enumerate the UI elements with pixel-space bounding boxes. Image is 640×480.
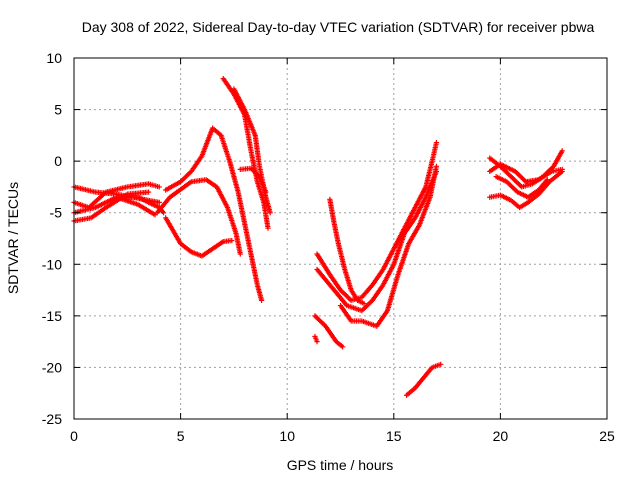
series-track-5 xyxy=(114,194,158,218)
plus-marker xyxy=(156,199,162,205)
x-tick-label: 20 xyxy=(493,428,509,444)
plus-marker xyxy=(438,361,444,367)
y-tick-label: -20 xyxy=(42,359,62,375)
series-track-14 xyxy=(314,168,440,314)
y-tick-label: 10 xyxy=(46,50,62,66)
plus-marker xyxy=(160,210,167,216)
plus-marker xyxy=(263,189,269,195)
series-track-20 xyxy=(487,161,565,185)
plus-marker xyxy=(433,139,440,146)
plus-marker xyxy=(340,344,346,350)
y-tick-label: 5 xyxy=(54,102,62,118)
x-tick-label: 15 xyxy=(386,428,402,444)
plus-marker xyxy=(267,210,273,216)
series-track-16 xyxy=(312,313,346,350)
plus-marker xyxy=(433,163,440,169)
plus-marker xyxy=(237,251,243,257)
y-tick-label: -5 xyxy=(50,205,63,221)
plus-marker xyxy=(361,300,367,307)
series-track-7 xyxy=(154,177,243,257)
y-tick-label: -10 xyxy=(42,256,62,272)
series-track-21 xyxy=(487,168,565,211)
axis-ticks: 0 5 10 15 20 25 10 5 0 -5 -10 -15 -20 -25 xyxy=(42,50,615,444)
x-tick-label: 5 xyxy=(177,428,185,444)
x-tick-label: 25 xyxy=(599,428,615,444)
grid xyxy=(74,58,607,419)
series-track-6 xyxy=(163,125,265,303)
y-axis-label: SDTVAR / TECUs xyxy=(5,182,21,294)
series-track-18 xyxy=(403,361,444,398)
chart-title: Day 308 of 2022, Sidereal Day-to-day VTE… xyxy=(82,19,595,35)
data-marks xyxy=(71,76,565,398)
series-track-15 xyxy=(337,163,440,329)
plus-marker xyxy=(559,168,565,175)
series-track-9 xyxy=(220,76,271,231)
plot-frame xyxy=(73,57,608,420)
y-tick-label: 0 xyxy=(54,153,62,169)
plus-marker xyxy=(314,339,320,345)
plus-marker xyxy=(156,184,162,190)
series-track-22 xyxy=(493,174,550,200)
plus-marker xyxy=(229,237,235,244)
series-track-17 xyxy=(312,333,320,345)
plus-marker xyxy=(259,297,265,303)
series-track-4 xyxy=(71,189,152,224)
x-tick-label: 10 xyxy=(279,428,295,444)
series-track-11 xyxy=(237,165,269,195)
plus-marker xyxy=(544,177,550,183)
plus-marker xyxy=(559,148,565,154)
x-tick-label: 0 xyxy=(70,428,78,444)
plus-marker xyxy=(146,189,152,195)
y-tick-label: -25 xyxy=(42,411,62,427)
x-axis-label: GPS time / hours xyxy=(287,457,394,473)
series-track-8 xyxy=(163,215,235,259)
series-track-12 xyxy=(327,196,367,307)
y-tick-label: -15 xyxy=(42,308,62,324)
plus-marker xyxy=(265,225,271,231)
